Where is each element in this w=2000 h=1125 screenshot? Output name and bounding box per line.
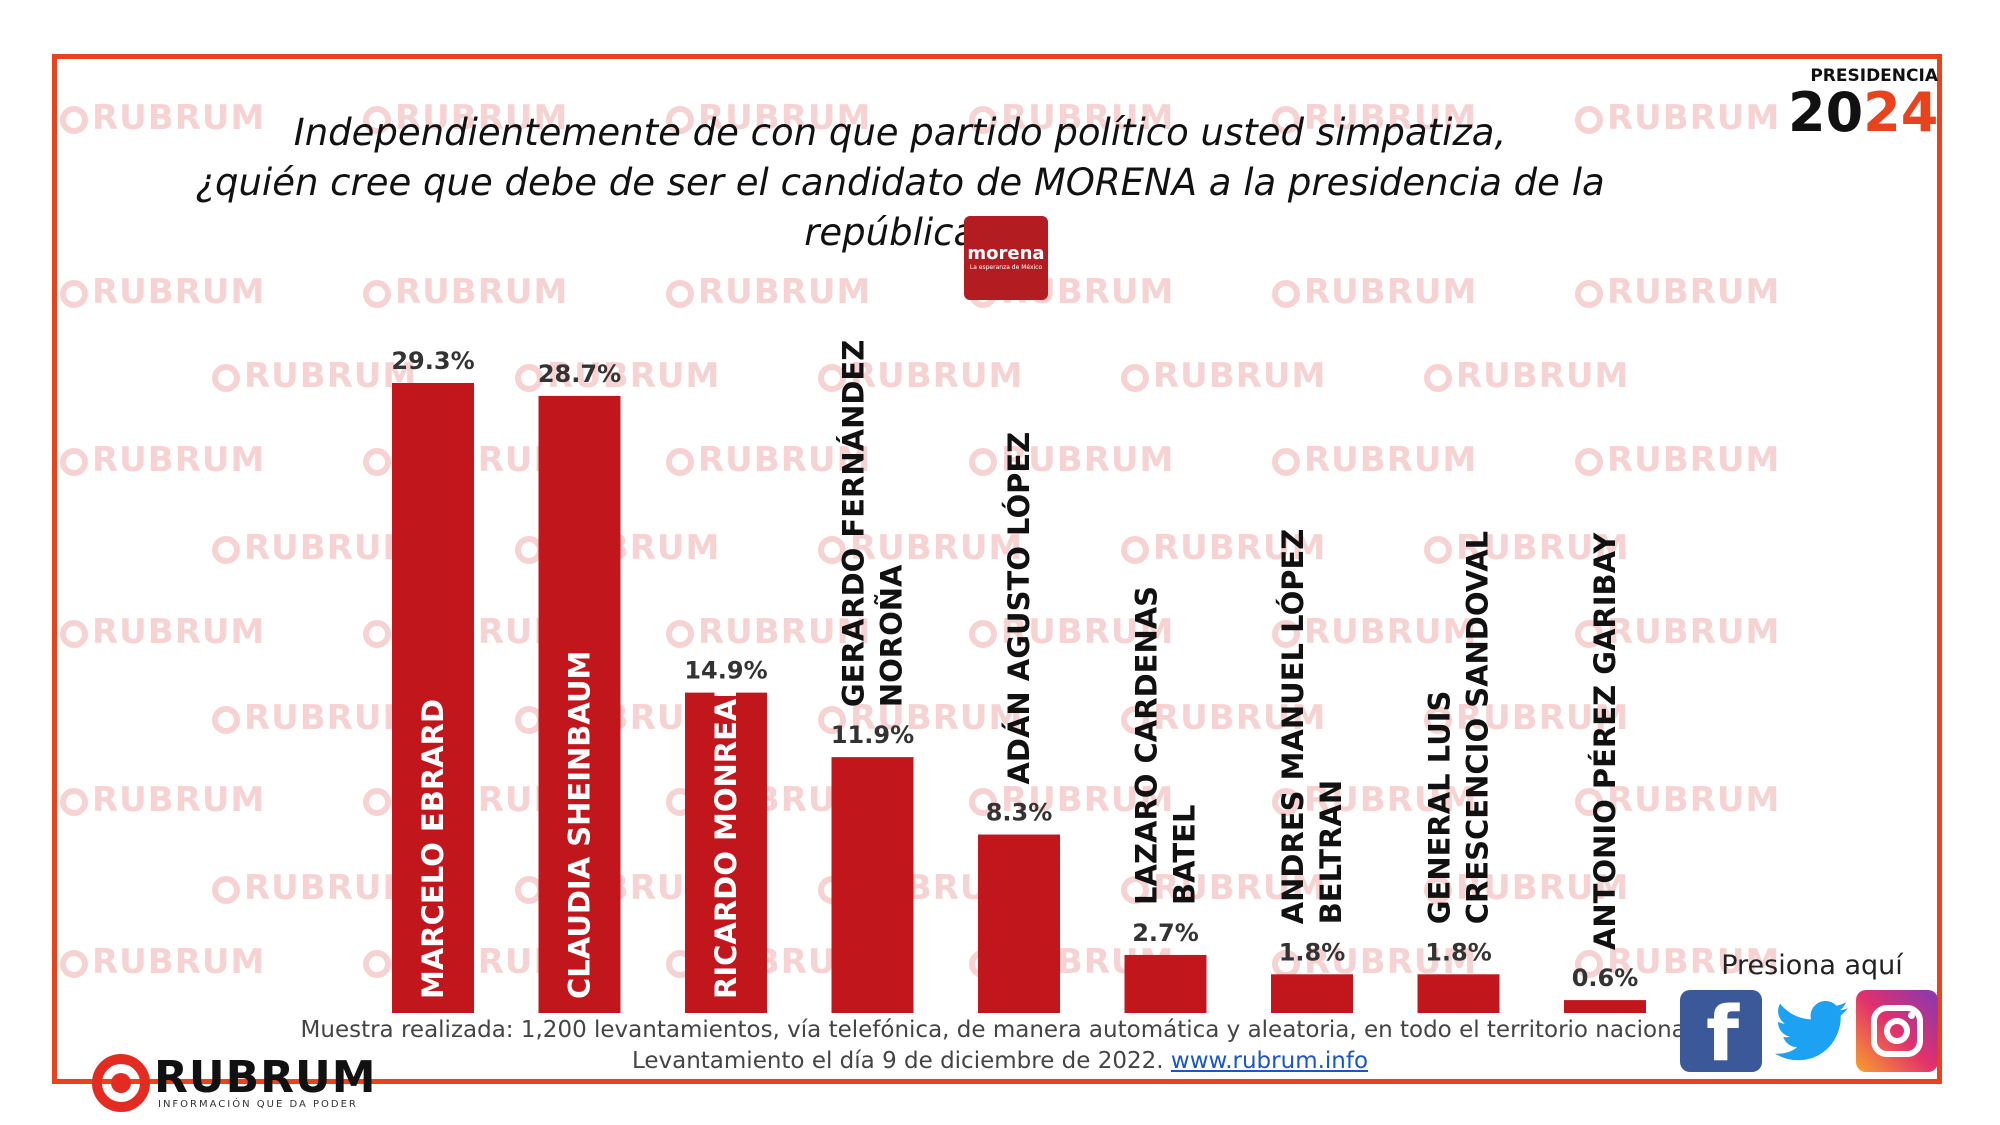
rubrum-wordmark: RUBRUM <box>154 1052 377 1103</box>
bar <box>978 834 1060 1013</box>
rubrum-logo: RUBRUM INFORMACIÓN QUE DA PODER <box>92 1052 392 1112</box>
chart-title-line2: ¿quién cree que debe de ser el candidato… <box>195 161 1605 254</box>
bar <box>392 383 474 1013</box>
bar <box>1124 954 1207 1013</box>
category-label: ANTONIO PÉREZ GARIBAY <box>1588 532 1622 950</box>
data-label: 0.6% <box>1572 964 1639 992</box>
bar <box>1271 974 1353 1013</box>
bar <box>538 395 621 1014</box>
facebook-icon[interactable]: f <box>1680 990 1762 1074</box>
presidencia-badge: PRESIDENCIA 2024 <box>1788 66 1938 140</box>
rubrum-link[interactable]: www.rubrum.info <box>1170 1048 1369 1074</box>
category-label: RICARDO MONREAL <box>709 680 743 999</box>
bar <box>1564 1000 1646 1013</box>
instagram-icon[interactable] <box>1856 990 1938 1072</box>
data-label: 28.7% <box>538 360 621 388</box>
bar <box>1417 974 1500 1013</box>
badge-year: 2024 <box>1788 86 1938 140</box>
category-label: MARCELO EBRARD <box>416 699 450 999</box>
morena-logo-tagline: La esperanza de México <box>969 264 1043 271</box>
badge-label: PRESIDENCIA <box>1810 66 1938 86</box>
morena-logo: morena La esperanza de México <box>964 216 1048 300</box>
category-label: BATEL <box>1168 805 1202 905</box>
twitter-icon[interactable] <box>1772 990 1854 1072</box>
category-label-group: CLAUDIA SHEINBAUM <box>563 651 597 999</box>
category-label: NOROÑA <box>875 564 909 707</box>
chart-title-line1: Independientemente de con que partido po… <box>293 111 1507 154</box>
category-label-group: ADÁN AGUSTO LÓPEZ <box>1002 432 1036 785</box>
category-label: LAZARO CARDENAS <box>1130 586 1164 905</box>
data-label: 2.7% <box>1132 919 1199 947</box>
footer-sample-note: Muestra realizada: 1,200 levantamientos,… <box>300 1017 1700 1043</box>
badge-year-suffix: 24 <box>1863 81 1939 144</box>
footer-date-note: Levantamiento el día 9 de diciembre de 2… <box>200 1046 1800 1077</box>
category-label-group: ANDRES MANUEL LÓPEZ BELTRAN <box>1276 529 1348 925</box>
page-frame <box>52 54 1942 1084</box>
category-label: GENERAL LUIS <box>1423 691 1457 925</box>
data-label: 29.3% <box>391 347 474 375</box>
category-label: ADÁN AGUSTO LÓPEZ <box>1002 432 1036 785</box>
category-label-group: ANTONIO PÉREZ GARIBAY <box>1588 532 1622 950</box>
category-label-group: LAZARO CARDENAS BATEL <box>1130 586 1202 905</box>
category-label: BELTRAN <box>1314 780 1348 924</box>
bar <box>685 692 767 1013</box>
data-label: 14.9% <box>684 657 767 685</box>
morena-logo-name: morena <box>967 243 1045 264</box>
footer-date-text: Levantamiento el día 9 de diciembre de 2… <box>631 1048 1164 1074</box>
data-label: 1.8% <box>1425 938 1492 966</box>
category-label-group: GERARDO FERNÁNDEZ NOROÑA <box>837 340 909 707</box>
category-label: CLAUDIA SHEINBAUM <box>563 651 597 999</box>
category-label-group: MARCELO EBRARD <box>416 699 450 999</box>
badge-year-prefix: 20 <box>1788 81 1864 144</box>
data-label: 1.8% <box>1279 938 1346 966</box>
bar <box>831 757 914 1013</box>
category-label: CRESCENCIO SANDOVAL <box>1461 531 1495 924</box>
category-label: GERARDO FERNÁNDEZ <box>837 340 871 707</box>
category-label-group: RICARDO MONREAL <box>709 680 743 999</box>
rubrum-tagline: INFORMACIÓN QUE DA PODER <box>158 1099 358 1110</box>
category-label-group: GENERAL LUIS CRESCENCIO SANDOVAL <box>1423 531 1495 924</box>
rubrum-ring-icon <box>92 1054 150 1112</box>
data-label: 8.3% <box>986 799 1053 827</box>
data-label: 11.9% <box>831 721 914 749</box>
category-label: ANDRES MANUEL LÓPEZ <box>1276 529 1310 925</box>
social-label: Presiona aquí <box>1721 950 1903 981</box>
